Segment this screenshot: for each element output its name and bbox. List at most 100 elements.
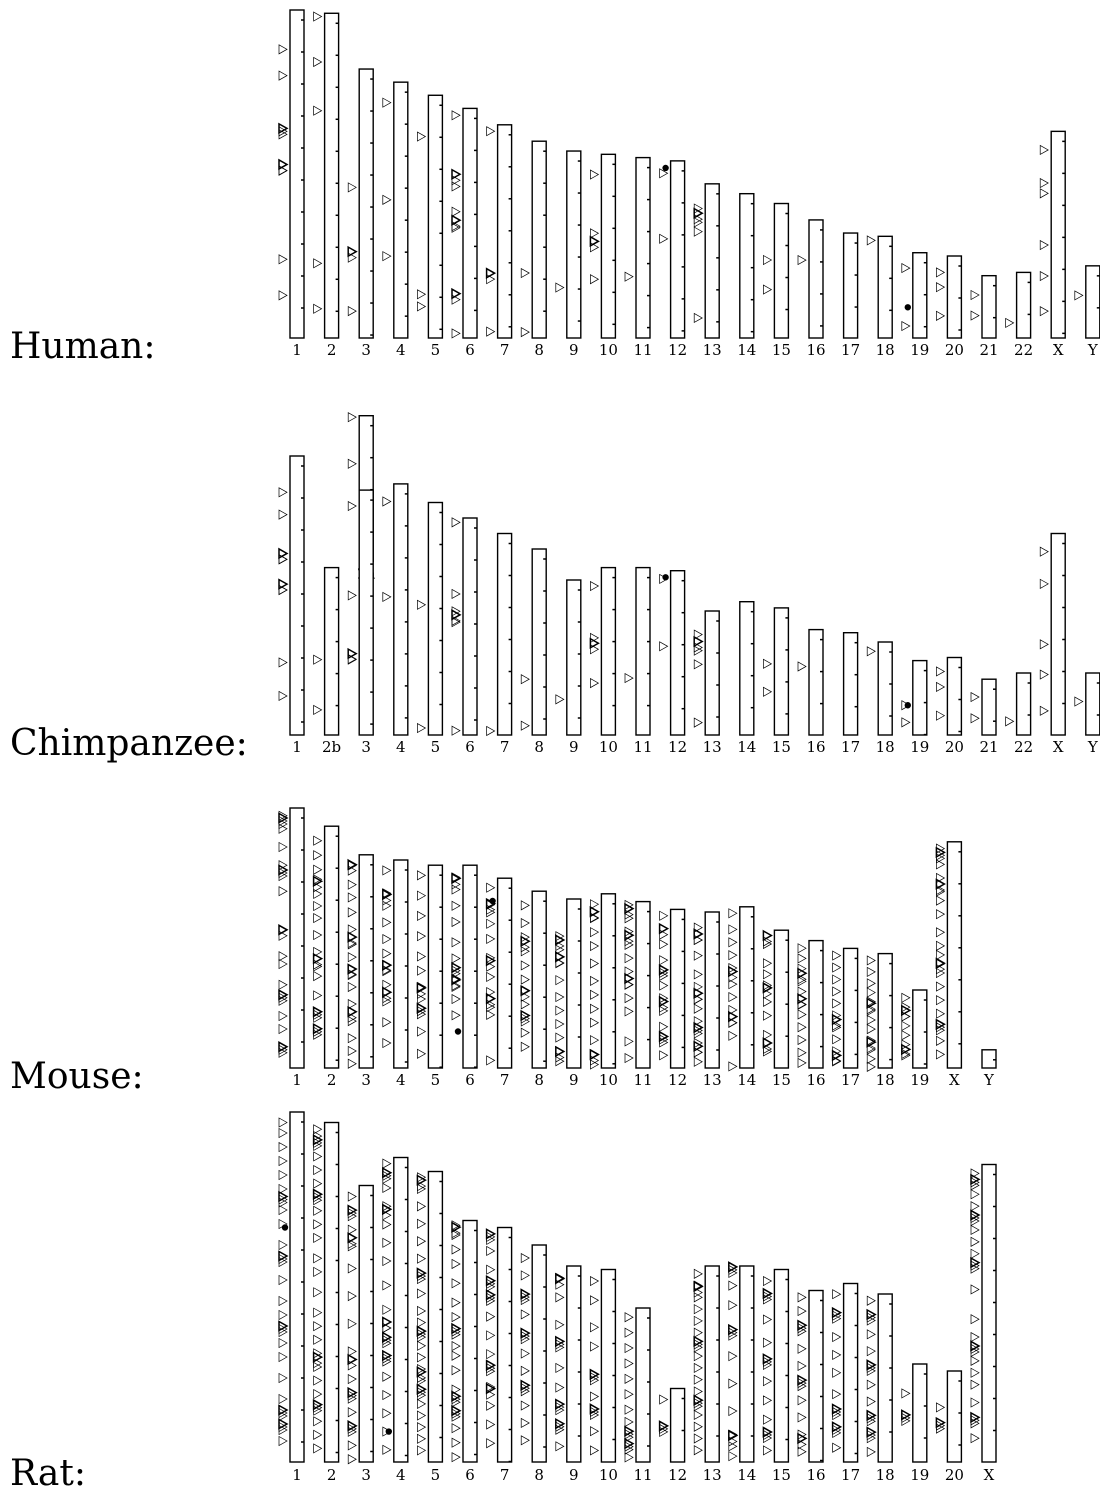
marker-triangle <box>693 1351 703 1362</box>
marker-triangle-cluster <box>831 1306 843 1319</box>
marker-triangle-cluster <box>347 1232 358 1244</box>
marker-triangle-cluster <box>312 1398 324 1411</box>
marker-triangle <box>347 1373 357 1385</box>
marker-triangle <box>417 1340 427 1351</box>
marker-triangle <box>278 886 288 897</box>
marker-triangle <box>347 981 357 993</box>
chromosome-label: 16 <box>806 341 825 359</box>
chromosome: 8 <box>520 1244 547 1484</box>
marker-triangle-cluster <box>555 940 565 952</box>
marker-triangle-cluster <box>555 1398 566 1410</box>
marker-triangle-cluster <box>797 1439 807 1450</box>
chromosome: 2b <box>313 566 341 756</box>
chromosome-label: 19 <box>910 1071 929 1089</box>
marker-triangle <box>313 1443 323 1454</box>
marker-triangle <box>486 1245 496 1257</box>
marker-triangle <box>590 632 600 644</box>
marker-triangle-cluster <box>278 864 289 876</box>
marker-triangle-cluster <box>312 1351 324 1363</box>
marker-triangle <box>382 900 392 911</box>
marker-triangle <box>451 884 461 895</box>
marker-triangle <box>486 1009 496 1020</box>
marker-triangle-cluster <box>382 1349 393 1362</box>
marker-triangle-cluster <box>936 1423 946 1434</box>
marker-triangle <box>278 1204 288 1216</box>
marker-triangle <box>313 946 323 958</box>
marker-triangle <box>728 1004 738 1016</box>
marker-triangle <box>520 1252 530 1264</box>
marker-triangle-cluster <box>417 1372 427 1383</box>
marker-triangle <box>901 1030 911 1041</box>
marker-triangle-cluster <box>416 1325 427 1337</box>
marker-dot <box>454 1028 462 1035</box>
chromosome: 12 <box>658 1387 687 1484</box>
chromosome: 5 <box>416 1170 444 1484</box>
marker-triangle-cluster <box>590 1409 600 1421</box>
marker-triangle-cluster <box>728 965 739 978</box>
marker-triangle <box>1039 669 1049 680</box>
chromosome-bar <box>669 570 686 736</box>
marker-triangle-cluster <box>659 1426 669 1438</box>
marker-triangle <box>417 301 427 312</box>
marker-triangle <box>970 1397 980 1408</box>
marker-triangle <box>313 850 323 861</box>
marker-triangle <box>555 1441 565 1452</box>
chromosome-bar <box>289 455 305 736</box>
marker-triangle <box>451 206 461 217</box>
chromosome-label: 17 <box>841 1071 860 1089</box>
marker-triangle <box>451 1365 461 1376</box>
marker-triangle-cluster <box>693 934 703 946</box>
marker-triangle-cluster <box>624 929 635 941</box>
marker-triangle <box>278 1351 288 1363</box>
marker-triangle <box>590 1341 600 1352</box>
marker-triangle <box>866 1024 876 1035</box>
marker-triangle-cluster <box>451 214 462 226</box>
chromosome: 11 <box>624 156 653 359</box>
species-panel: Rat: 1 2 3 4 5 6 7 8 9 10 11 12 13 14 15 16 17 18 19 20 X <box>10 1111 997 1494</box>
chromosome: 12 <box>659 570 687 756</box>
chromosome: 4 <box>382 81 409 359</box>
marker-triangle-cluster <box>936 964 946 975</box>
marker-triangle <box>624 672 634 684</box>
chromosome: 19 <box>901 989 929 1089</box>
marker-triangle <box>728 991 738 1003</box>
chromosome: 10 <box>589 1268 618 1484</box>
chromosome-label: 13 <box>703 341 722 359</box>
marker-triangle-cluster <box>589 1403 600 1415</box>
marker-triangle <box>278 290 288 301</box>
marker-triangle <box>866 966 876 978</box>
marker-triangle-cluster <box>866 1359 877 1371</box>
chromosome-bar <box>1050 130 1066 339</box>
marker-triangle <box>382 194 392 205</box>
marker-triangle <box>797 943 807 954</box>
marker-triangle-cluster <box>693 1280 704 1293</box>
marker-triangle <box>797 1395 807 1406</box>
chromosome-label: Y <box>1087 341 1099 359</box>
marker-triangle <box>624 1389 634 1400</box>
marker-triangle <box>278 958 288 970</box>
chromosome: 1 <box>278 9 305 359</box>
marker-triangle <box>866 1295 876 1306</box>
chromosome: 21 <box>970 678 999 756</box>
marker-triangle <box>347 1318 357 1329</box>
marker-triangle <box>936 310 946 321</box>
chromosome: 16 <box>797 219 826 359</box>
marker-triangle <box>693 1362 703 1374</box>
marker-triangle <box>728 1280 738 1291</box>
marker-triangle-cluster <box>416 1002 427 1014</box>
marker-triangle <box>832 1367 842 1378</box>
chromosome-label: 10 <box>599 1466 618 1484</box>
marker-triangle-cluster <box>935 1416 946 1429</box>
marker-triangle <box>313 258 323 269</box>
marker-triangle <box>451 1312 461 1323</box>
marker-triangle <box>382 591 392 602</box>
marker-triangle <box>797 1022 807 1033</box>
marker-triangle <box>797 1047 807 1058</box>
marker-triangle <box>659 939 669 950</box>
marker-triangle <box>417 965 427 976</box>
chromosome-bar <box>462 517 478 736</box>
chromosome: 11 <box>624 899 653 1089</box>
marker-triangle-cluster <box>451 1404 462 1417</box>
marker-triangle <box>936 909 946 920</box>
